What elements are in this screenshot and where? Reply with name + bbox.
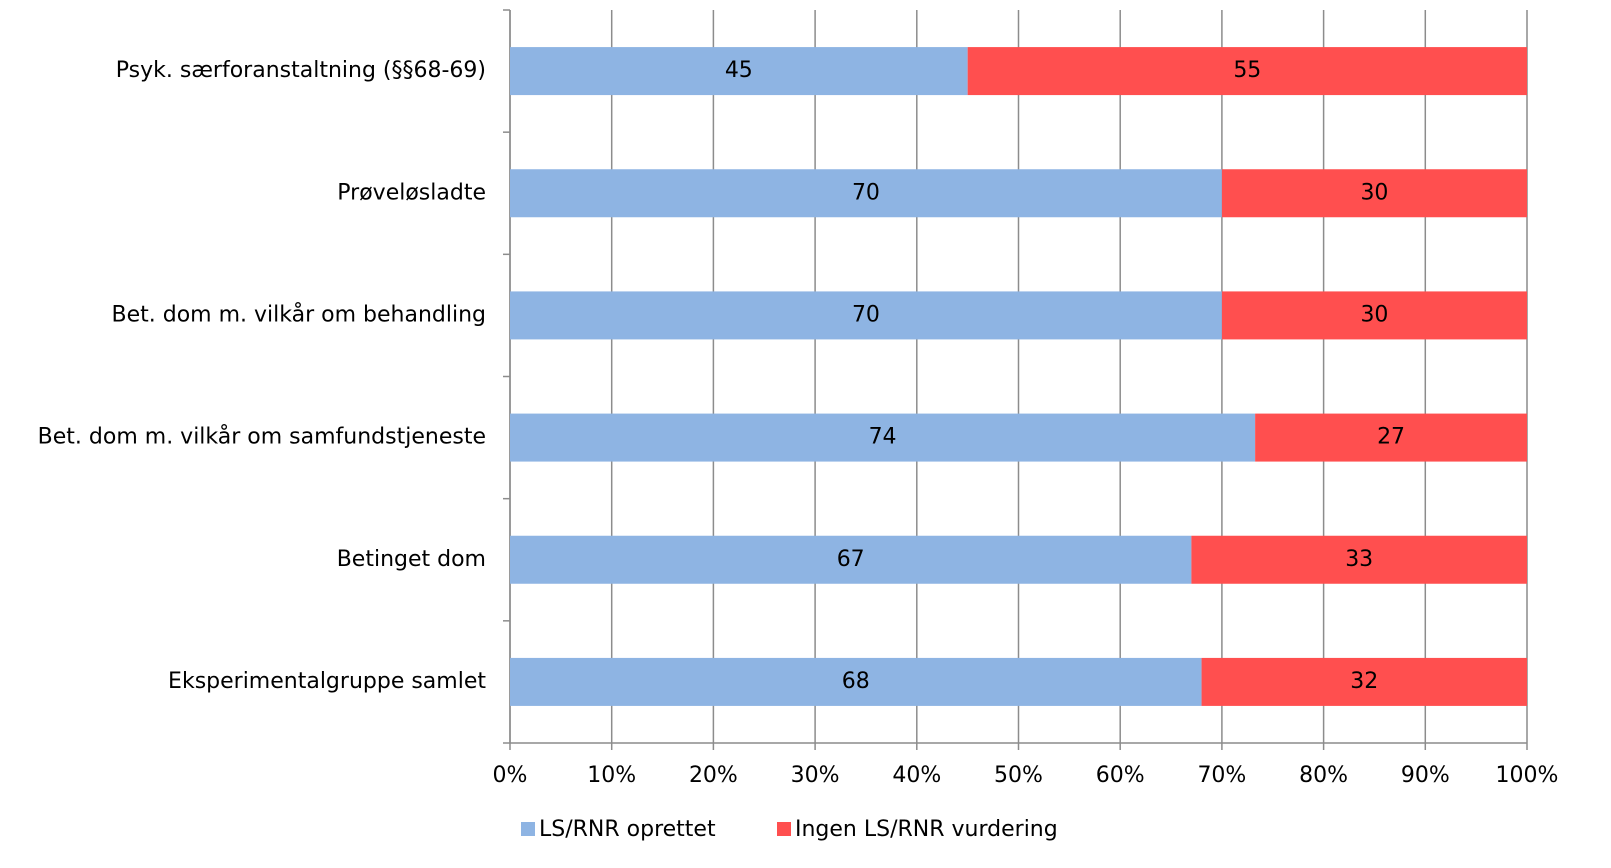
x-tick-label: 40% bbox=[892, 763, 941, 788]
bar bbox=[510, 291, 1222, 340]
bar bbox=[1191, 535, 1527, 584]
legend-swatch bbox=[521, 822, 535, 836]
x-tick-label: 100% bbox=[1496, 763, 1559, 788]
legend-label: Ingen LS/RNR vurdering bbox=[795, 817, 1058, 842]
bar bbox=[967, 47, 1527, 96]
data-label: 30 bbox=[1360, 180, 1388, 205]
bar bbox=[1221, 291, 1527, 340]
x-tick-label: 50% bbox=[994, 763, 1043, 788]
data-label: 55 bbox=[1233, 58, 1261, 83]
bar bbox=[510, 413, 1256, 462]
y-tick-label: Prøveløsladte bbox=[337, 180, 486, 205]
bar bbox=[1221, 169, 1527, 218]
x-tick-label: 10% bbox=[587, 763, 636, 788]
bar bbox=[510, 169, 1222, 218]
y-tick-label: Eksperimentalgruppe samlet bbox=[168, 669, 486, 694]
y-tick-label: Bet. dom m. vilkår om samfundstjeneste bbox=[38, 424, 486, 450]
data-label: 74 bbox=[869, 425, 897, 450]
data-label: 70 bbox=[852, 180, 880, 205]
data-label: 27 bbox=[1377, 425, 1405, 450]
legend-label: LS/RNR oprettet bbox=[539, 817, 716, 842]
x-tick-label: 80% bbox=[1299, 763, 1348, 788]
bar bbox=[510, 47, 968, 96]
legend-swatch bbox=[777, 822, 791, 836]
x-tick-label: 70% bbox=[1197, 763, 1246, 788]
x-tick-label: 0% bbox=[493, 763, 528, 788]
data-label: 45 bbox=[725, 58, 753, 83]
data-label: 32 bbox=[1350, 669, 1378, 694]
bar bbox=[510, 657, 1202, 706]
x-tick-label: 90% bbox=[1401, 763, 1450, 788]
bar bbox=[510, 535, 1192, 584]
data-label: 30 bbox=[1360, 302, 1388, 327]
y-tick-label: Bet. dom m. vilkår om behandling bbox=[112, 301, 486, 327]
x-tick-label: 60% bbox=[1096, 763, 1145, 788]
bar bbox=[1201, 657, 1527, 706]
y-tick-label: Betinget dom bbox=[337, 547, 486, 572]
y-tick-label: Psyk. særforanstaltning (§§68-69) bbox=[116, 58, 486, 83]
data-label: 70 bbox=[852, 302, 880, 327]
x-tick-label: 30% bbox=[791, 763, 840, 788]
data-label: 67 bbox=[837, 547, 865, 572]
bar bbox=[1255, 413, 1527, 462]
data-label: 33 bbox=[1345, 547, 1373, 572]
data-label: 68 bbox=[842, 669, 870, 694]
x-tick-label: 20% bbox=[689, 763, 738, 788]
